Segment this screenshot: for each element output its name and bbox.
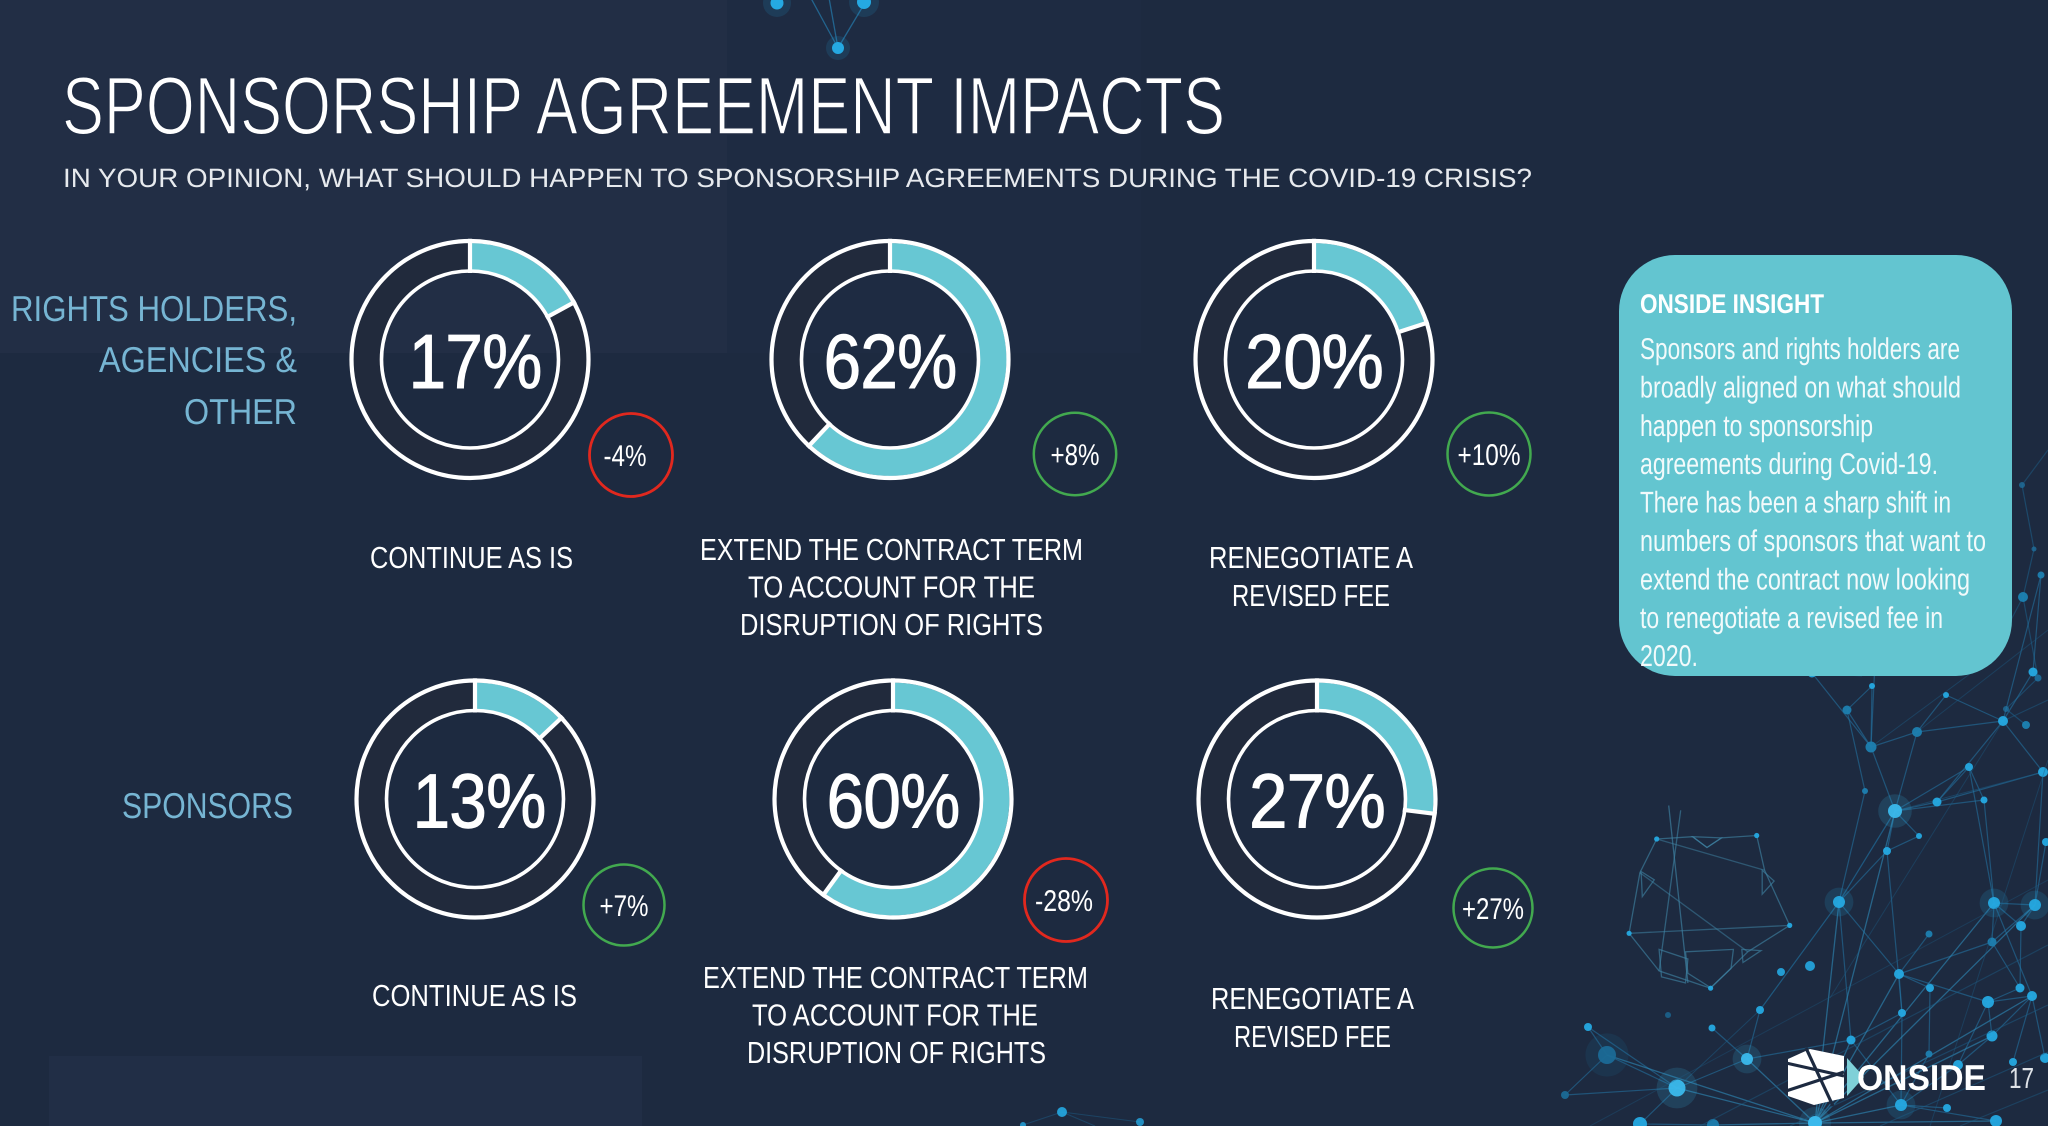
svg-text:There has been a sharp shift i: There has been a sharp shift in [1640,487,1951,520]
svg-text:CONTINUE AS IS: CONTINUE AS IS [372,979,577,1013]
svg-text:EXTEND THE CONTRACT TERM: EXTEND THE CONTRACT TERM [703,961,1088,995]
svg-text:ONSIDE: ONSIDE [1857,1057,1986,1098]
svg-text:-4%: -4% [604,440,647,473]
svg-text:TO ACCOUNT FOR THE: TO ACCOUNT FOR THE [748,571,1035,605]
svg-text:happen to sponsorship: happen to sponsorship [1640,410,1873,443]
svg-text:numbers of sponsors that want: numbers of sponsors that want to [1640,525,1986,558]
svg-text:AGENCIES &: AGENCIES & [99,339,297,380]
svg-text:17%: 17% [409,319,542,405]
svg-text:SPONSORS: SPONSORS [122,785,293,826]
svg-text:-28%: -28% [1035,885,1093,918]
svg-text:IN YOUR OPINION, WHAT SHOULD H: IN YOUR OPINION, WHAT SHOULD HAPPEN TO S… [63,163,1532,193]
svg-text:+7%: +7% [600,890,649,923]
svg-text:to renegotiate a revised fee i: to renegotiate a revised fee in [1640,602,1943,635]
svg-text:60%: 60% [827,759,960,845]
svg-text:OTHER: OTHER [184,391,297,432]
svg-text:agreements during Covid-19.: agreements during Covid-19. [1640,448,1938,481]
svg-text:13%: 13% [413,759,546,845]
svg-text:62%: 62% [824,319,957,405]
svg-text:2020.: 2020. [1640,640,1698,673]
svg-text:TO ACCOUNT FOR THE: TO ACCOUNT FOR THE [752,999,1038,1033]
svg-text:REVISED FEE: REVISED FEE [1232,579,1390,613]
svg-text:broadly aligned on what should: broadly aligned on what should [1640,371,1961,404]
svg-text:+8%: +8% [1051,439,1100,472]
svg-text:27%: 27% [1249,759,1385,845]
svg-text:17: 17 [2009,1063,2034,1095]
svg-text:Sponsors and rights holders ar: Sponsors and rights holders are [1640,333,1960,366]
svg-text:RENEGOTIATE A: RENEGOTIATE A [1211,982,1415,1016]
svg-text:EXTEND THE CONTRACT TERM: EXTEND THE CONTRACT TERM [700,533,1083,567]
svg-text:+27%: +27% [1462,893,1524,926]
svg-text:RENEGOTIATE A: RENEGOTIATE A [1209,541,1414,575]
svg-text:RIGHTS HOLDERS,: RIGHTS HOLDERS, [11,288,297,329]
svg-text:+10%: +10% [1458,439,1521,472]
svg-text:20%: 20% [1245,319,1383,405]
svg-text:ONSIDE INSIGHT: ONSIDE INSIGHT [1640,289,1824,319]
svg-text:CONTINUE AS IS: CONTINUE AS IS [370,541,573,575]
svg-text:REVISED FEE: REVISED FEE [1234,1020,1391,1054]
svg-text:DISRUPTION OF RIGHTS: DISRUPTION OF RIGHTS [740,608,1043,642]
svg-text:DISRUPTION OF RIGHTS: DISRUPTION OF RIGHTS [747,1036,1046,1070]
svg-text:SPONSORSHIP AGREEMENT IMPACTS: SPONSORSHIP AGREEMENT IMPACTS [62,61,1225,152]
svg-text:extend the contract now lookin: extend the contract now looking [1640,563,1970,596]
